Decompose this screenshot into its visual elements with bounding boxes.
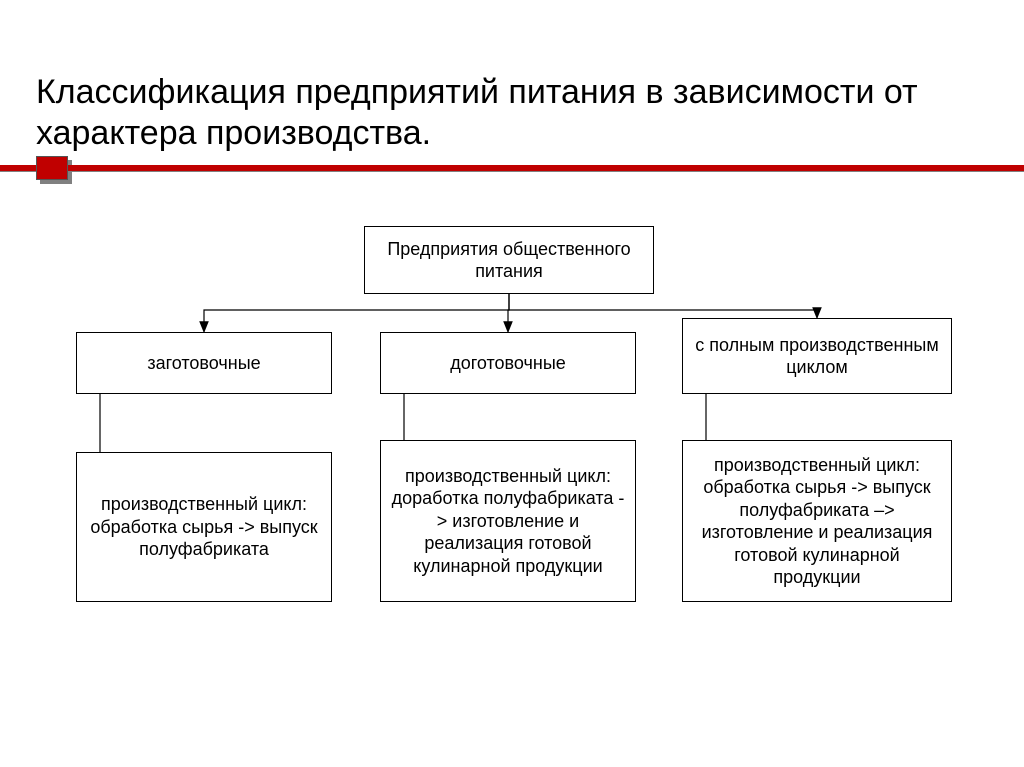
slide-title: Классификация предприятий питания в зави… (36, 72, 956, 154)
node-full-cycle: с полным производственным циклом (682, 318, 952, 394)
node-cycle-1: производственный цикл: обработка сырья -… (76, 452, 332, 602)
node-zagotovochnye: заготовочные (76, 332, 332, 394)
node-root: Предприятия общественного питания (364, 226, 654, 294)
node-cycle-3: производственный цикл: обработка сырья -… (682, 440, 952, 602)
accent-box (36, 156, 68, 180)
divider-line (0, 165, 1024, 171)
slide: Классификация предприятий питания в зави… (0, 0, 1024, 767)
node-cycle-2: производственный цикл: доработка полуфаб… (380, 440, 636, 602)
node-dogotovochnye: доготовочные (380, 332, 636, 394)
